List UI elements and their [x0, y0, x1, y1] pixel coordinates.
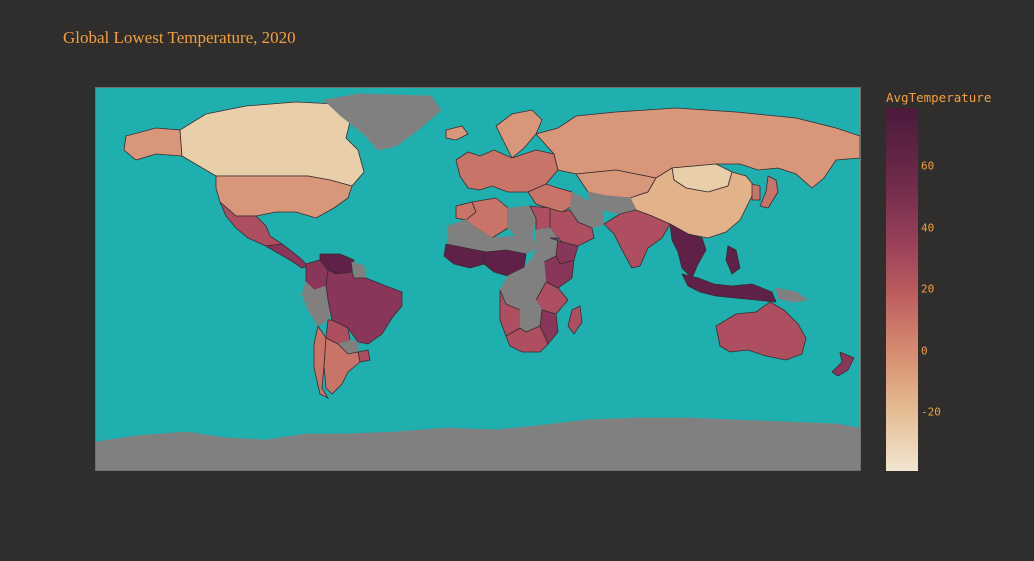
region-new-zealand[interactable] [831, 351, 855, 377]
choropleth-map[interactable] [95, 87, 861, 471]
colorbar-title: AvgTemperature [886, 90, 992, 105]
region-philippines[interactable] [725, 245, 741, 275]
region-brazil[interactable] [325, 269, 403, 345]
region-korea[interactable] [751, 183, 761, 201]
region-southeast-asia[interactable] [669, 223, 707, 279]
region-greenland[interactable] [323, 93, 442, 151]
region-alaska[interactable] [123, 127, 183, 161]
region-west-africa[interactable] [443, 243, 487, 269]
colorbar-tick-label: 0 [921, 344, 928, 358]
world-map-canvas[interactable] [96, 88, 860, 470]
region-australia[interactable] [715, 301, 807, 361]
region-madagascar[interactable] [567, 305, 583, 335]
region-libya[interactable] [507, 205, 537, 237]
region-south-africa[interactable] [505, 325, 549, 353]
map-title: Global Lowest Temperature, 2020 [63, 28, 296, 47]
colorbar-tick-label: 20 [921, 282, 935, 296]
region-papua-new-guinea[interactable] [775, 287, 810, 303]
region-antarctica[interactable] [96, 417, 860, 470]
colorbar-tick-label: -20 [921, 405, 941, 419]
colorbar-tick-label: 40 [921, 221, 935, 235]
region-india[interactable] [603, 209, 671, 269]
region-indonesia[interactable] [681, 273, 777, 303]
region-argentina[interactable] [323, 337, 361, 395]
region-iceland[interactable] [445, 125, 469, 141]
region-europe[interactable] [455, 149, 559, 193]
colorbar-gradient [886, 108, 918, 471]
colorbar-tick-label: 60 [921, 159, 935, 173]
region-japan[interactable] [759, 175, 779, 209]
